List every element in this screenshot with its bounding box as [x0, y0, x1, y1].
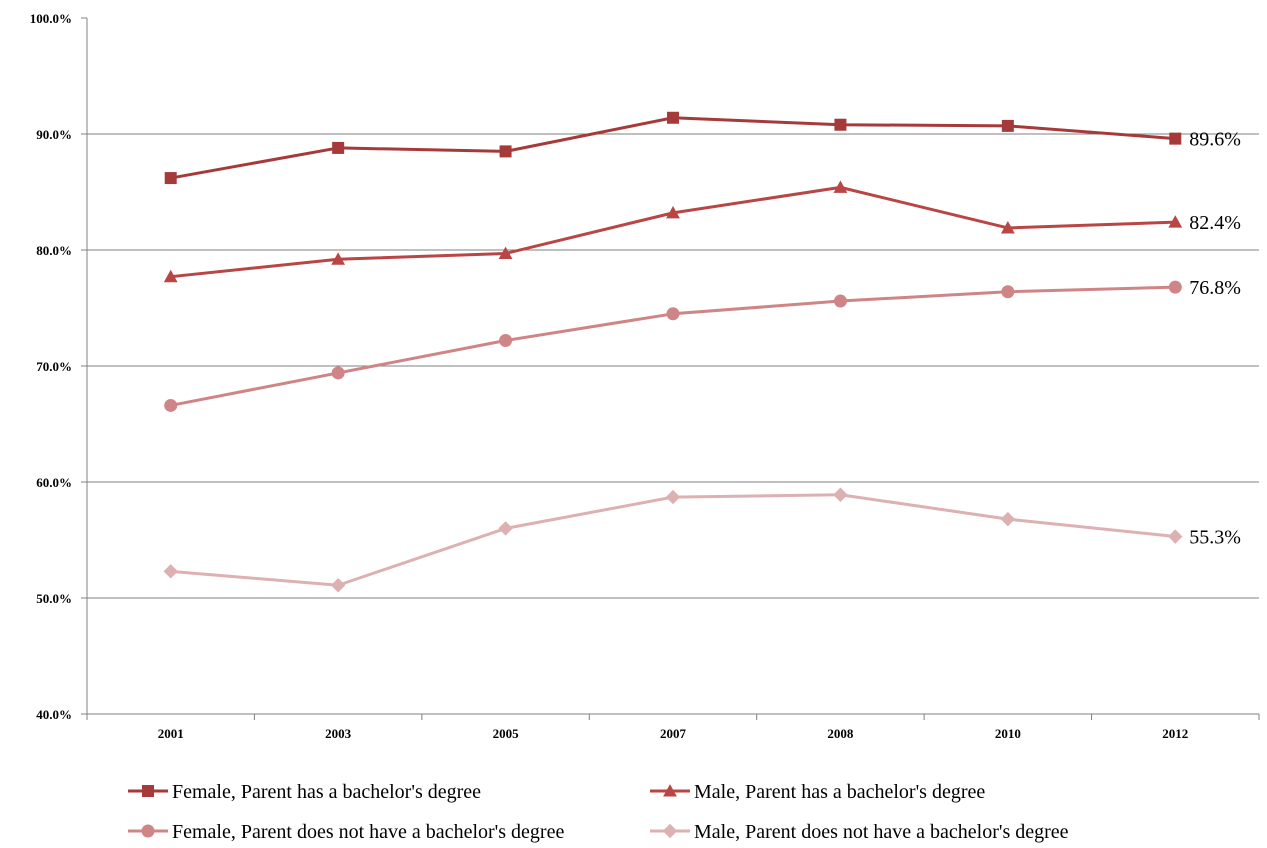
data-point [834, 118, 847, 131]
legend-item: Male, Parent does not have a bachelor's … [650, 821, 1069, 843]
data-point [498, 521, 513, 536]
y-tick-label: 50.0% [36, 591, 72, 606]
y-tick-label: 80.0% [36, 243, 72, 258]
data-point [163, 269, 178, 283]
legend-marker [142, 785, 154, 797]
legend-marker [141, 824, 155, 838]
data-point [499, 333, 513, 347]
y-tick-label: 60.0% [36, 475, 72, 490]
y-tick-label: 100.0% [30, 11, 72, 26]
data-point [498, 246, 513, 259]
y-tick-label: 70.0% [36, 359, 72, 374]
grid-lines [87, 133, 1259, 599]
end-value-label: 89.6% [1189, 129, 1241, 151]
series-4 [163, 487, 1183, 593]
series-3 [164, 280, 1182, 412]
series-1 [164, 111, 1182, 185]
data-point [164, 172, 177, 185]
data-point [332, 141, 345, 154]
data-point [499, 145, 512, 158]
data-point [163, 564, 178, 579]
series-layer [163, 111, 1183, 593]
data-point [331, 252, 346, 265]
data-point [330, 578, 346, 593]
x-tick-label: 2012 [1162, 726, 1188, 741]
legend: Female, Parent has a bachelor's degree Ma… [128, 781, 1069, 843]
legend-label: Male, Parent has a bachelor's degree [694, 781, 985, 803]
data-point [1168, 280, 1182, 294]
series-2 [163, 180, 1183, 283]
series-line [170, 493, 1176, 587]
data-point [331, 366, 345, 380]
end-value-label: 55.3% [1189, 527, 1241, 549]
data-point [833, 487, 848, 502]
data-point [1168, 215, 1183, 228]
series-line [170, 285, 1176, 407]
x-tick-label: 2003 [325, 726, 352, 741]
legend-marker [662, 823, 678, 839]
x-tick-label: 2005 [493, 726, 520, 741]
axes: 40.0% 50.0% 60.0% 70.0% 80.0% 90.0% 100.0% 2001… [30, 11, 1260, 741]
legend-marker [663, 784, 677, 797]
data-point [1000, 221, 1015, 234]
legend-item: Female, Parent does not have a bachelor'… [128, 821, 564, 843]
y-tick-label: 90.0% [36, 127, 72, 142]
x-tick-label: 2007 [660, 726, 687, 741]
legend-item: Male, Parent has a bachelor's degree [650, 781, 985, 803]
data-point [1000, 511, 1016, 527]
data-point [164, 398, 178, 412]
x-tick-label: 2008 [827, 726, 854, 741]
data-point [1168, 529, 1183, 544]
data-point [1169, 132, 1182, 145]
legend-label: Female, Parent does not have a bachelor'… [172, 821, 564, 843]
data-point [666, 205, 680, 219]
data-point [667, 111, 679, 124]
data-point [833, 294, 847, 308]
series-line [170, 116, 1176, 180]
data-point [666, 307, 680, 321]
y-tick-label: 40.0% [36, 707, 72, 722]
data-point [1001, 119, 1014, 132]
x-tick-label: 2001 [158, 726, 184, 741]
end-value-label: 82.4% [1189, 212, 1241, 234]
legend-item: Female, Parent has a bachelor's degree [128, 781, 481, 803]
end-value-label: 76.8% [1189, 277, 1241, 299]
x-tick-label: 2010 [995, 726, 1021, 741]
legend-label: Female, Parent has a bachelor's degree [172, 781, 481, 803]
data-point [833, 180, 848, 193]
end-labels: 89.6% 82.4% 76.8% 55.3% [1189, 129, 1241, 549]
data-point [1001, 285, 1015, 299]
data-point [665, 489, 681, 505]
series-line [170, 185, 1176, 279]
legend-label: Male, Parent does not have a bachelor's … [694, 821, 1069, 843]
